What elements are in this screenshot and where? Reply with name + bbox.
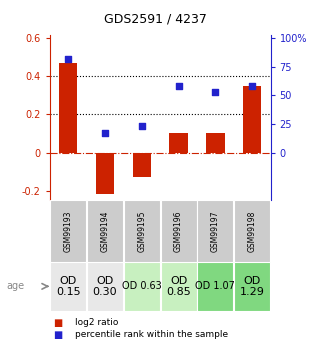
Text: GSM99195: GSM99195 — [137, 210, 146, 252]
Bar — [124, 262, 160, 310]
Bar — [169, 134, 188, 152]
Text: GSM99198: GSM99198 — [248, 210, 257, 252]
Bar — [50, 200, 86, 262]
Bar — [50, 262, 86, 310]
Bar — [197, 200, 233, 262]
Bar — [87, 200, 123, 262]
Bar — [243, 86, 261, 152]
Bar — [59, 63, 77, 152]
Text: GSM99197: GSM99197 — [211, 210, 220, 252]
Bar — [197, 262, 233, 310]
Point — [66, 57, 71, 62]
Text: percentile rank within the sample: percentile rank within the sample — [75, 330, 228, 339]
Bar — [234, 262, 270, 310]
Bar — [124, 200, 160, 262]
Bar — [160, 262, 197, 310]
Text: OD 0.63: OD 0.63 — [122, 282, 162, 291]
Bar — [132, 152, 151, 177]
Bar — [96, 152, 114, 194]
Text: age: age — [6, 282, 24, 291]
Text: OD
0.30: OD 0.30 — [93, 276, 117, 297]
Text: ■: ■ — [53, 330, 62, 339]
Bar — [234, 200, 270, 262]
Text: GDS2591 / 4237: GDS2591 / 4237 — [104, 12, 207, 26]
Bar — [160, 200, 197, 262]
Bar — [87, 262, 123, 310]
Text: OD
0.15: OD 0.15 — [56, 276, 81, 297]
Text: OD 1.07: OD 1.07 — [195, 282, 235, 291]
Text: OD
1.29: OD 1.29 — [240, 276, 265, 297]
Point — [213, 89, 218, 95]
Text: OD
0.85: OD 0.85 — [166, 276, 191, 297]
Text: log2 ratio: log2 ratio — [75, 318, 118, 327]
Point — [139, 123, 144, 129]
Text: GSM99193: GSM99193 — [64, 210, 73, 252]
Bar — [206, 134, 225, 152]
Text: GSM99194: GSM99194 — [100, 210, 109, 252]
Point — [176, 83, 181, 89]
Point — [250, 83, 255, 89]
Point — [102, 131, 108, 136]
Text: ■: ■ — [53, 318, 62, 327]
Text: GSM99196: GSM99196 — [174, 210, 183, 252]
